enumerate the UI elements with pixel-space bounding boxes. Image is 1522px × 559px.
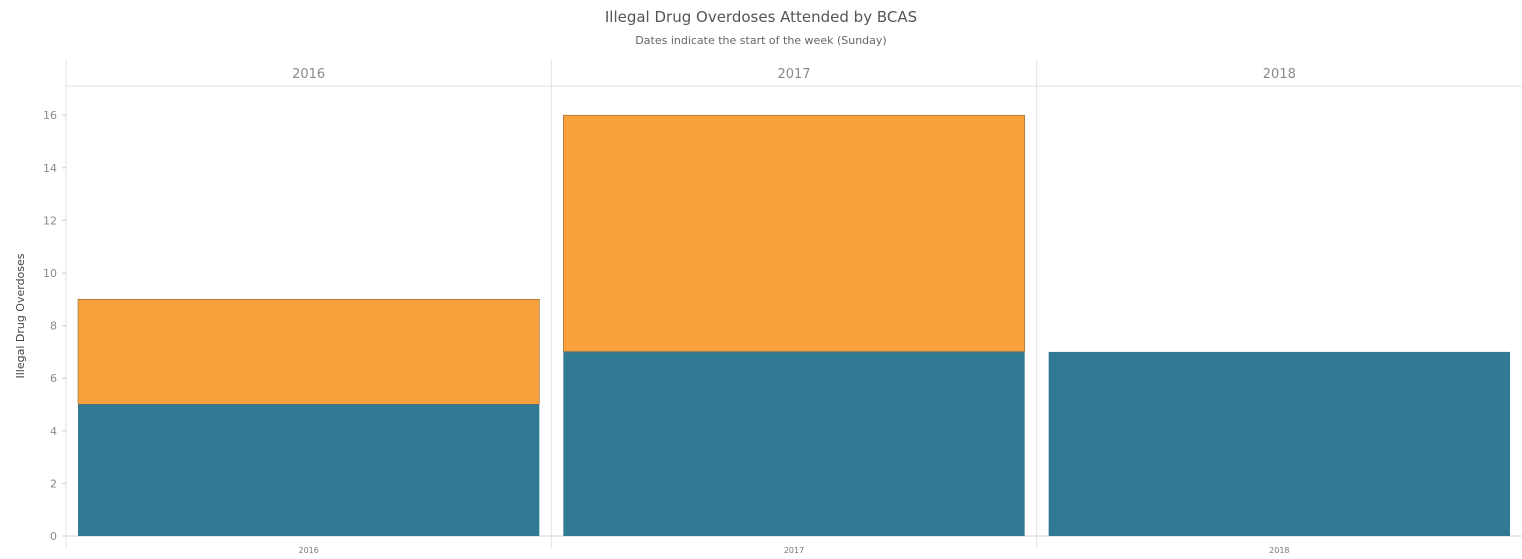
chart-subtitle: Dates indicate the start of the week (Su…: [635, 34, 886, 47]
chart-title: Illegal Drug Overdoses Attended by BCAS: [605, 8, 917, 26]
bar-segment-2016-0: [78, 404, 540, 536]
y-tick-label: 2: [50, 477, 57, 490]
y-tick-label: 4: [50, 425, 57, 438]
bar-segment-2018-0: [1048, 351, 1510, 536]
y-tick-label: 10: [43, 267, 57, 280]
bar-segment-2016-1: [77, 298, 540, 405]
panel-header: 2017: [777, 67, 810, 82]
category-labels: 2016 2017 2018: [298, 546, 1289, 555]
panel-header: 2018: [1263, 67, 1296, 82]
y-tick-label: 0: [50, 530, 57, 543]
y-tick-label: 12: [43, 214, 57, 227]
y-axis-title: Illegal Drug Overdoses: [14, 253, 27, 378]
bars: [77, 114, 1510, 536]
bar-segment-2017-0: [563, 351, 1025, 536]
y-tick-label: 8: [50, 320, 57, 333]
y-tick-label: 14: [43, 162, 57, 175]
y-tick-label: 6: [50, 372, 57, 385]
y-tick-label: 16: [43, 109, 57, 122]
x-category-label: 2017: [784, 546, 804, 555]
x-category-label: 2016: [298, 546, 318, 555]
panel-header: 2016: [292, 67, 325, 82]
x-category-label: 2018: [1269, 546, 1289, 555]
y-axis: 0 2 4 6 8 10 12 14 16: [43, 109, 66, 543]
bar-segment-2017-1: [563, 114, 1025, 353]
